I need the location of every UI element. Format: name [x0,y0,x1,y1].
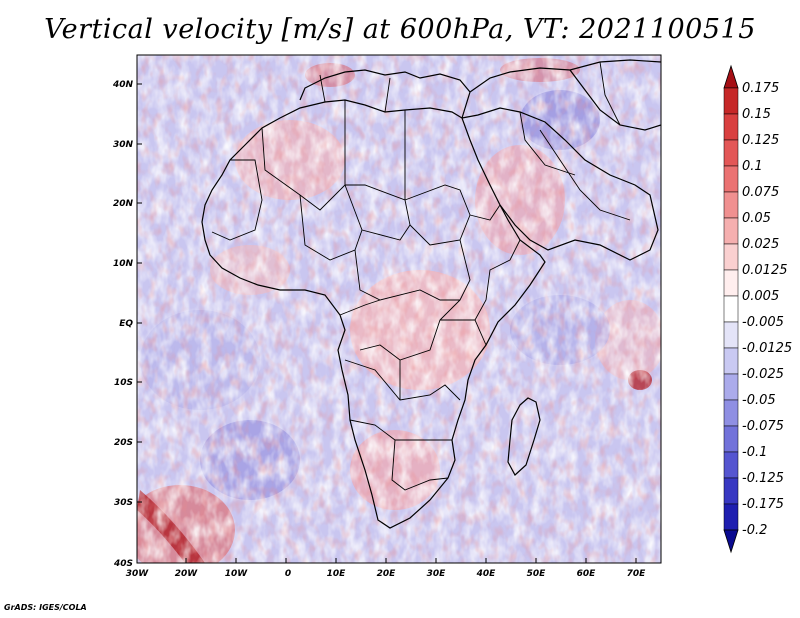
colorbar-label: 0.15 [742,107,771,122]
colorbar-segment [723,321,739,349]
colorbar-segment [723,269,739,297]
latitude-labels: 40N 30N 20N 10N EQ 10S 20S 30S 40S [112,80,134,569]
colorbar-label: -0.2 [742,523,767,538]
colorbar-label: -0.0125 [742,341,792,356]
colorbar-label: -0.175 [742,497,784,512]
colorbar-arrow-bottom [723,529,739,554]
lat-label: 20N [113,199,134,209]
colorbar-label: 0.175 [742,81,779,96]
colorbar-segment [723,503,739,531]
lat-label: 40N [112,80,134,90]
colorbar-labels: 0.175 0.15 0.125 0.1 0.075 0.05 0.025 0.0125 0.0… [742,81,792,538]
colorbar-segment [723,191,739,219]
lon-label: 0 [285,569,291,579]
colorbar-label: 0.075 [742,185,779,200]
colorbar-segment [723,347,739,375]
colorbar-segment [723,139,739,167]
lon-label: 60E [577,569,597,579]
colorbar-segment [723,87,739,115]
lon-label: 40E [476,569,497,579]
colorbar-label: -0.1 [742,445,767,460]
axis-ticks [137,83,637,563]
lon-label: 30W [126,569,150,579]
colorbar-label: -0.025 [742,367,784,382]
lon-label: 20W [175,569,199,579]
colorbar-segment [723,425,739,453]
colorbar [723,64,739,554]
colorbar-label: 0.0125 [742,263,788,278]
colorbar-segment [723,295,739,323]
colorbar-segment [723,399,739,427]
colorbar-label: 0.125 [742,133,779,148]
colorbar-segment [723,451,739,479]
lon-label: 10W [225,569,249,579]
lat-label: EQ [119,319,133,329]
velocity-field [137,55,661,563]
colorbar-segment [723,113,739,141]
map-frame [136,54,662,564]
colorbar-arrow-top [723,64,739,89]
colorbar-segment [723,217,739,245]
lat-label: 10S [114,378,133,388]
grads-credit: GrADS: IGES/COLA [4,603,87,612]
colorbar-segment [723,373,739,401]
colorbar-label: -0.05 [742,393,776,408]
colorbar-segment [723,243,739,271]
lon-label: 20E [377,569,397,579]
lat-label: 30S [114,498,133,508]
country-borders [211,61,631,491]
colorbar-label: 0.1 [742,159,763,174]
colorbar-label: -0.075 [742,419,784,434]
colorbar-label: 0.025 [742,237,779,252]
colorbar-segment [723,165,739,193]
lat-label: 10N [113,259,134,269]
lon-label: 50E [527,569,547,579]
lon-label: 70E [627,569,647,579]
lat-label: 30N [113,140,134,150]
colorbar-label: -0.005 [742,315,784,330]
lat-label: 40S [113,559,133,569]
lon-label: 10E [327,569,347,579]
colorbar-segment [723,477,739,505]
lat-label: 20S [114,438,133,448]
longitude-labels: 30W 20W 10W 0 10E 20E 30E 40E 50E 60E 70… [126,569,646,579]
lon-label: 30E [427,569,447,579]
colorbar-label: 0.05 [742,211,771,226]
map-title: Vertical velocity [m/s] at 600hPa, VT: 2… [44,14,756,45]
colorbar-label: -0.125 [742,471,784,486]
colorbar-label: 0.005 [742,289,779,304]
